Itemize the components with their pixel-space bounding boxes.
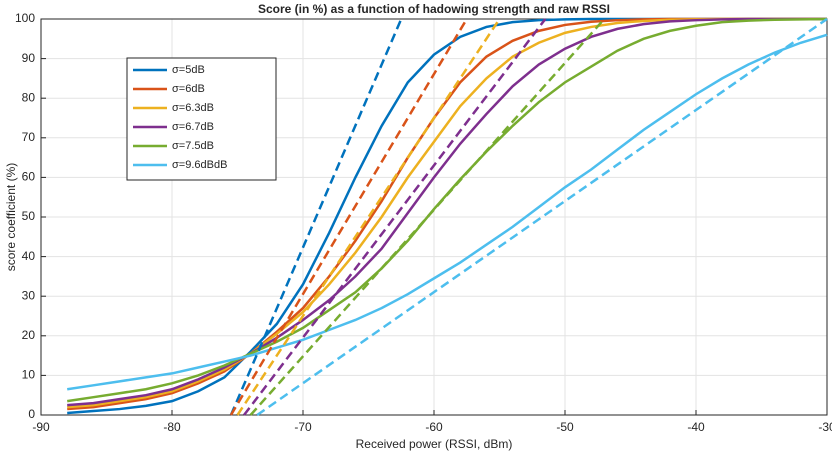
y-tick-label: 60 <box>22 170 36 184</box>
legend-box <box>126 57 277 181</box>
x-tick-label: -40 <box>687 420 705 434</box>
legend-label: σ=5dB <box>172 64 205 76</box>
y-tick-label: 10 <box>22 368 36 382</box>
x-tick-label: -70 <box>294 420 312 434</box>
tangent-line <box>243 18 547 416</box>
y-tick-label: 20 <box>22 328 36 342</box>
tangent-line <box>229 18 403 416</box>
y-tick-label: 0 <box>28 407 35 421</box>
tangent-line <box>256 17 828 417</box>
chart-title: Score (in %) as a function of hadowing s… <box>258 2 610 16</box>
x-axis-label: Received power (RSSI, dBm) <box>356 437 513 451</box>
legend-label: σ=6.7dB <box>172 121 214 133</box>
tangent-line <box>229 18 468 416</box>
y-tick-label: 30 <box>22 288 36 302</box>
series-line <box>67 33 828 391</box>
legend-label: σ=7.5dB <box>172 140 214 152</box>
x-tick-label: -60 <box>425 420 443 434</box>
x-tick-label: -50 <box>556 420 574 434</box>
y-tick-label: 50 <box>22 209 36 223</box>
y-tick-label: 70 <box>22 130 36 144</box>
y-tick-label: 100 <box>15 11 35 25</box>
y-axis-label: score coefficient (%) <box>4 163 18 272</box>
series-line <box>67 17 827 407</box>
tangent-line <box>249 18 606 416</box>
x-tick-label: -80 <box>163 420 181 434</box>
y-tick-label: 40 <box>22 249 36 263</box>
plot-frame <box>40 18 828 416</box>
tangent-line <box>236 18 501 416</box>
legend-label: σ=9.6dBdB <box>172 159 227 171</box>
y-tick-label: 80 <box>22 90 36 104</box>
x-tick-label: -90 <box>32 420 50 434</box>
legend-label: σ=6.3dB <box>172 102 214 114</box>
x-tick-label: -30 <box>818 420 832 434</box>
legend-label: σ=6dB <box>172 83 205 95</box>
y-tick-label: 90 <box>22 51 36 65</box>
